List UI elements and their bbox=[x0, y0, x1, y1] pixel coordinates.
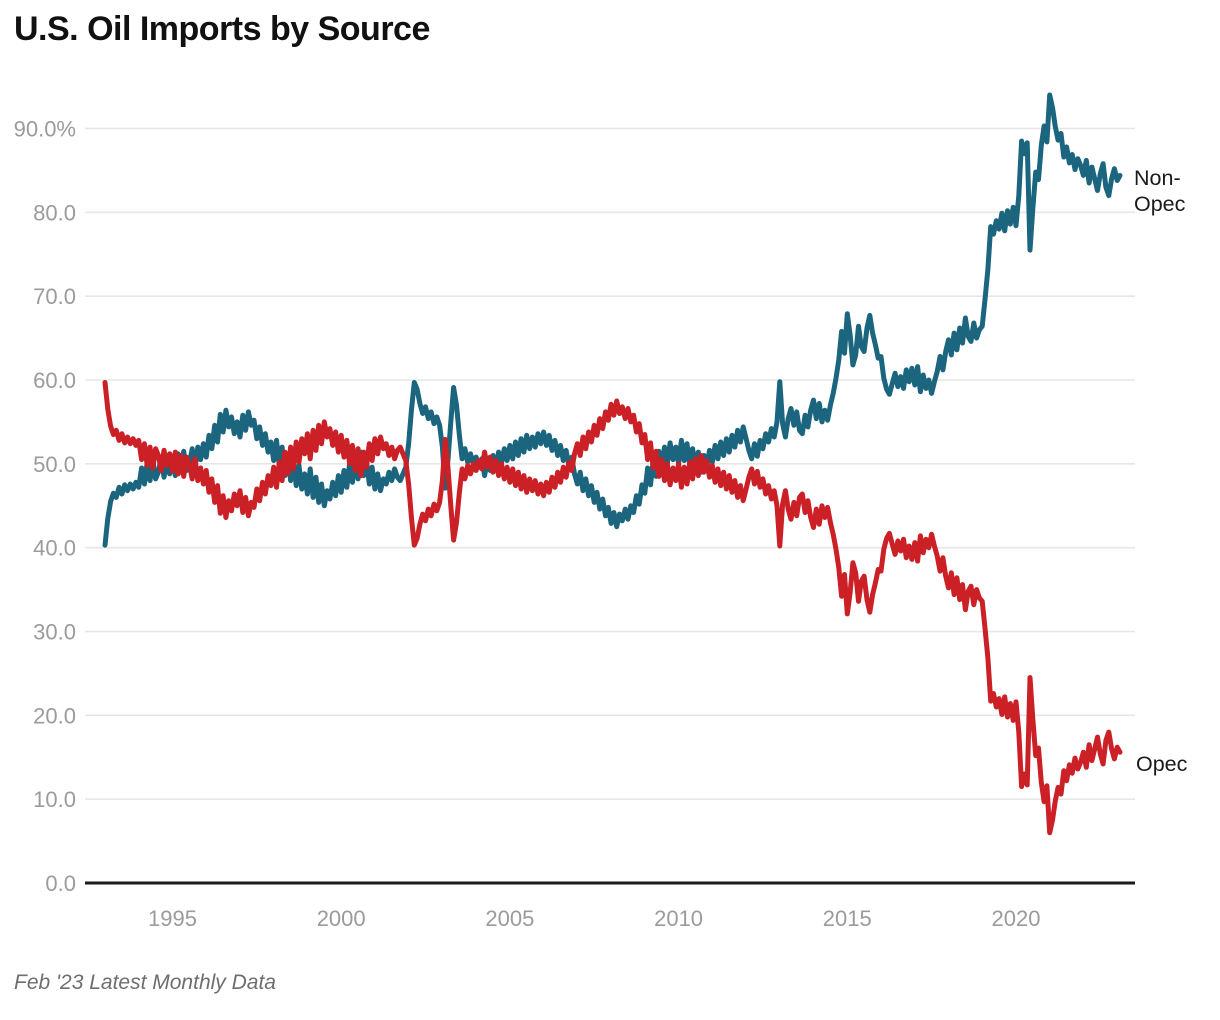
svg-text:20.0: 20.0 bbox=[33, 703, 76, 728]
svg-text:10.0: 10.0 bbox=[33, 787, 76, 812]
svg-text:30.0: 30.0 bbox=[33, 620, 76, 645]
svg-text:0.0: 0.0 bbox=[45, 871, 76, 896]
source-note: Feb '23 Latest Monthly Data bbox=[14, 971, 276, 994]
series-label-non-opec-line1: Non- bbox=[1134, 166, 1181, 190]
svg-text:2010: 2010 bbox=[654, 906, 703, 931]
svg-text:90.0%: 90.0% bbox=[14, 117, 76, 142]
svg-text:60.0: 60.0 bbox=[33, 368, 76, 393]
svg-text:2005: 2005 bbox=[485, 906, 534, 931]
svg-text:2015: 2015 bbox=[823, 906, 872, 931]
svg-text:70.0: 70.0 bbox=[33, 284, 76, 309]
svg-text:40.0: 40.0 bbox=[33, 536, 76, 561]
series-label-non-opec: Non- Opec bbox=[1134, 165, 1185, 217]
svg-text:1995: 1995 bbox=[148, 906, 197, 931]
series-label-non-opec-line2: Opec bbox=[1134, 192, 1186, 216]
svg-text:2000: 2000 bbox=[317, 906, 366, 931]
svg-text:2020: 2020 bbox=[991, 906, 1040, 931]
svg-text:50.0: 50.0 bbox=[33, 452, 76, 477]
series-label-opec: Opec bbox=[1136, 752, 1188, 776]
chart-title: U.S. Oil Imports by Source bbox=[14, 10, 430, 48]
svg-text:80.0: 80.0 bbox=[33, 200, 76, 225]
